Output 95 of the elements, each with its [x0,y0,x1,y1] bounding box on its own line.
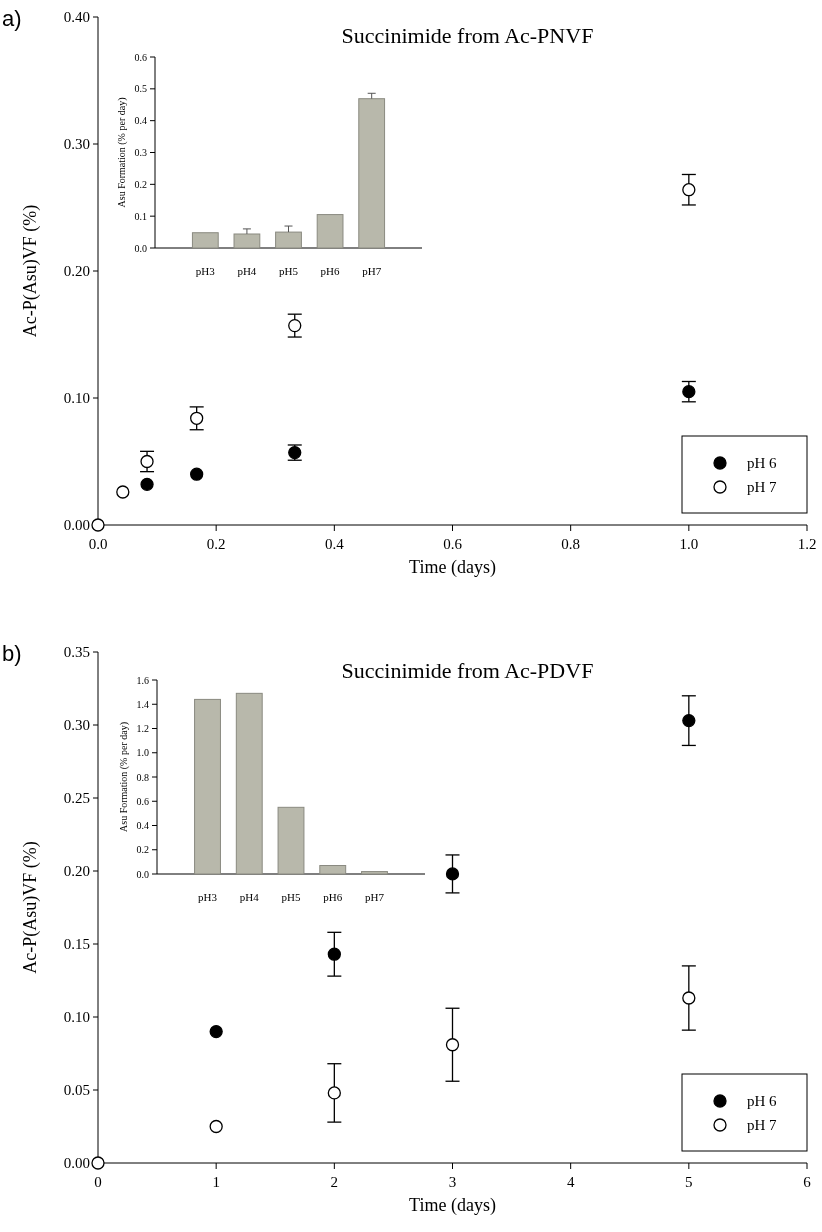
y-tick-label: 0.4 [134,115,147,127]
y-tick-label: 0.8 [136,771,149,783]
y-tick-label: 1.2 [136,723,149,734]
y-axis-title: Asu Formation (% per day) [118,722,130,832]
bar [316,214,344,249]
y-axis-title: Asu Formation (% per day) [116,97,128,208]
y-tick-label: 0.6 [136,795,149,807]
y-tick-label: 0.00 [63,517,90,534]
bar [358,98,386,249]
x-tick-label: pH7 [362,265,382,277]
x-tick-label: 0 [94,1174,102,1190]
y-tick-label: 0.00 [63,1155,90,1172]
bar [233,233,261,249]
bar [319,865,347,875]
x-tick-label: pH6 [320,265,341,277]
bar [235,692,263,875]
point [116,485,130,499]
x-tick-label: pH4 [237,265,257,277]
y-tick-label: 0.20 [63,263,90,280]
bar [194,698,221,875]
x-tick-label: pH5 [281,891,301,903]
chart-title: Succinimide from Ac-PDVF [341,658,594,683]
y-tick-label: 0.15 [63,936,90,953]
x-tick-label: 5 [685,1174,693,1190]
y-tick-label: 0.25 [63,790,90,807]
point [445,1038,460,1052]
x-tick-label: 1 [212,1174,220,1190]
x-tick-label: pH3 [195,265,216,277]
point [682,183,696,197]
point [445,867,460,881]
point [288,318,302,333]
point [327,947,341,961]
y-tick-label: 0.20 [63,863,90,880]
y-tick-label: 0.4 [136,820,149,831]
x-tick-label: 0.4 [324,536,345,552]
y-tick-label: 0.30 [63,717,90,734]
x-tick-label: 3 [448,1174,457,1190]
legend-label: pH 7 [747,479,778,496]
point [190,467,204,481]
y-tick-label: 0.5 [134,83,147,95]
bar [191,232,219,249]
point [682,991,696,1005]
x-tick-label: pH4 [239,891,260,903]
y-tick-label: 0.1 [134,210,147,222]
x-tick-label: pH5 [279,265,299,277]
legend-label: pH 7 [747,1117,778,1134]
x-tick-label: 2 [330,1174,339,1190]
x-tick-label: 0.0 [88,536,108,552]
y-tick-label: 1.4 [136,698,149,710]
point [682,713,696,728]
x-tick-label: 0.2 [206,536,226,552]
point [209,1024,223,1039]
x-tick-label: 6 [803,1174,812,1190]
y-tick-label: 0.6 [134,51,147,63]
y-tick-label: 0.10 [63,390,90,407]
chart-title: Succinimide from Ac-PNVF [341,23,594,48]
legend-label: pH 6 [747,1093,778,1110]
y-tick-label: 0.30 [63,136,90,153]
x-axis-title: Time (days) [409,557,496,578]
bar [275,231,302,249]
bar [277,806,305,875]
y-tick-label: 1.0 [136,747,149,759]
point [327,1086,341,1100]
text: b) [2,641,22,666]
y-axis-title: Ac-P(Asu)VF (%) [20,841,41,974]
x-tick-label: 0.8 [561,536,581,552]
x-tick-label: 1.2 [797,536,817,552]
x-tick-label: 0.6 [443,536,463,552]
y-tick-label: 0.0 [134,242,147,254]
point [190,411,204,425]
point [209,1119,223,1134]
point [140,454,154,469]
y-tick-label: 0.40 [63,9,90,26]
point [140,477,154,492]
point [91,1156,105,1170]
x-tick-label: pH6 [323,891,343,903]
point [91,518,105,532]
x-tick-label: 1.0 [679,536,699,552]
x-tick-label: pH3 [198,891,218,903]
x-tick-label: 4 [566,1174,575,1190]
y-axis-title: Ac-P(Asu)VF (%) [20,204,41,338]
y-tick-label: 0.0 [136,868,149,880]
legend-label: pH 6 [747,455,778,472]
point [682,385,696,399]
y-tick-label: 1.6 [136,674,149,686]
text: a) [2,6,22,31]
y-tick-label: 0.2 [136,844,149,856]
y-tick-label: 0.35 [63,644,90,661]
bar [361,871,388,875]
y-tick-label: 0.2 [134,178,147,190]
y-tick-label: 0.05 [63,1082,90,1099]
y-tick-label: 0.3 [134,147,147,158]
x-axis-title: Time (days) [409,1195,496,1216]
y-tick-label: 0.10 [63,1009,90,1026]
x-tick-label: pH7 [365,891,385,903]
